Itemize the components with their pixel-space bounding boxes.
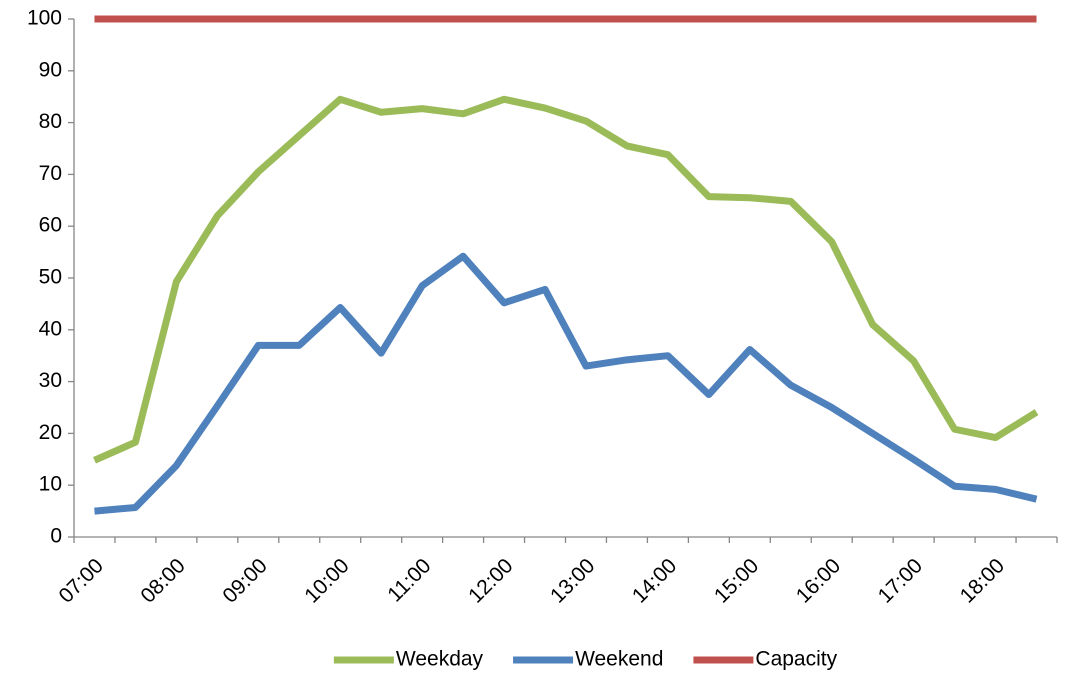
legend-label: Capacity	[755, 648, 837, 671]
x-tick-label: 17:00	[874, 554, 927, 607]
x-tick-label: 12:00	[464, 554, 517, 607]
x-tick-label: 13:00	[546, 554, 599, 607]
y-tick-label: 30	[39, 369, 62, 392]
y-tick-label: 70	[39, 162, 62, 185]
x-tick-label: 16:00	[792, 554, 845, 607]
series-line	[93, 95, 1039, 464]
x-tick-label: 14:00	[628, 554, 681, 607]
y-tick-label: 40	[39, 317, 62, 340]
y-tick-label: 0	[50, 525, 62, 548]
y-tick-label: 10	[39, 473, 62, 496]
y-tick-label: 60	[39, 214, 62, 237]
series-line	[94, 252, 1038, 515]
legend-label: Weekday	[396, 648, 484, 671]
y-tick-label: 80	[39, 110, 62, 133]
y-tick-label: 50	[39, 266, 62, 289]
x-tick-label: 18:00	[956, 554, 1009, 607]
x-tick-label: 11:00	[383, 554, 435, 606]
x-tick-label: 07:00	[55, 554, 108, 607]
y-tick-label: 90	[39, 58, 62, 81]
x-tick-label: 09:00	[218, 554, 271, 607]
x-tick-label: 15:00	[710, 554, 763, 607]
y-tick-label: 100	[27, 7, 62, 30]
x-tick-label: 08:00	[136, 554, 189, 607]
legend-label: Weekend	[575, 648, 663, 671]
x-tick-label: 10:00	[300, 554, 353, 607]
y-tick-label: 20	[39, 421, 62, 444]
